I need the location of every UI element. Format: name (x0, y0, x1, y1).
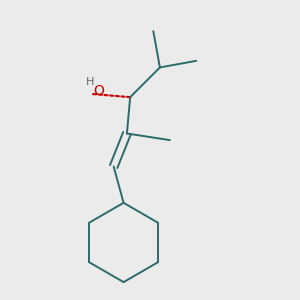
Text: H: H (86, 77, 95, 87)
Text: O: O (93, 84, 104, 98)
